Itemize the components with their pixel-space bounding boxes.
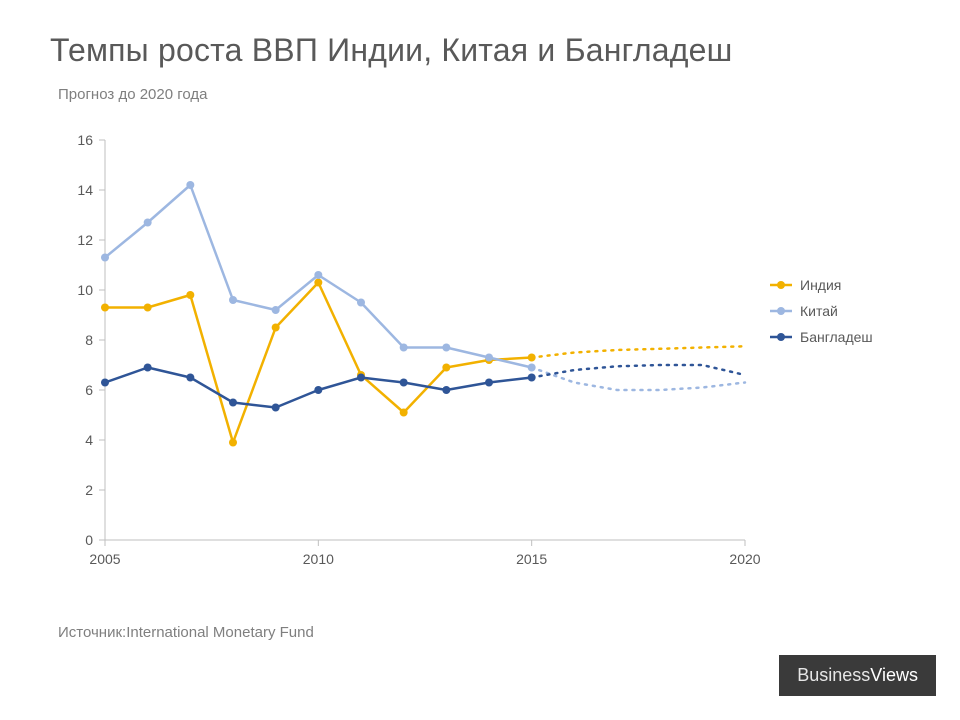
brand-logo-part2: Views — [870, 665, 918, 686]
y-tick-label: 8 — [85, 332, 93, 348]
series-marker-bangladesh — [144, 364, 152, 372]
series-forecast-india — [532, 346, 745, 357]
legend-marker-bangladesh — [777, 333, 785, 341]
series-marker-china — [186, 181, 194, 189]
series-marker-bangladesh — [272, 404, 280, 412]
chart-title: Темпы роста ВВП Индии, Китая и Бангладеш — [50, 32, 732, 69]
series-line-india — [105, 283, 532, 443]
y-tick-label: 16 — [77, 132, 93, 148]
series-marker-bangladesh — [314, 386, 322, 394]
series-marker-bangladesh — [485, 379, 493, 387]
series-marker-india — [442, 364, 450, 372]
y-tick-label: 14 — [77, 182, 93, 198]
series-marker-india — [229, 439, 237, 447]
series-marker-china — [101, 254, 109, 262]
series-marker-china — [485, 354, 493, 362]
series-marker-china — [144, 219, 152, 227]
series-marker-india — [272, 324, 280, 332]
legend-label-india: Индия — [800, 277, 841, 293]
series-marker-bangladesh — [357, 374, 365, 382]
series-marker-india — [101, 304, 109, 312]
x-tick-label: 2005 — [89, 551, 120, 567]
x-tick-label: 2020 — [729, 551, 760, 567]
y-tick-label: 6 — [85, 382, 93, 398]
series-marker-china — [314, 271, 322, 279]
y-tick-label: 12 — [77, 232, 93, 248]
series-marker-bangladesh — [442, 386, 450, 394]
series-marker-bangladesh — [400, 379, 408, 387]
series-marker-bangladesh — [186, 374, 194, 382]
line-chart: 0 2 4 6 8 10 12 14 16 2005 2010 2015 2020 Индия Китай Б… — [50, 130, 920, 600]
series-marker-bangladesh — [101, 379, 109, 387]
chart-subtitle: Прогноз до 2020 года — [58, 86, 208, 103]
series-marker-india — [400, 409, 408, 417]
series-marker-india — [144, 304, 152, 312]
series-marker-china — [442, 344, 450, 352]
legend-marker-india — [777, 281, 785, 289]
source-label: Источник:International Monetary Fund — [58, 624, 314, 641]
series-forecast-bangladesh — [532, 365, 745, 378]
series-marker-china — [400, 344, 408, 352]
series-marker-bangladesh — [229, 399, 237, 407]
brand-logo-part1: Business — [797, 665, 870, 686]
x-tick-label: 2015 — [516, 551, 547, 567]
legend-label-bangladesh: Бангладеш — [800, 329, 873, 345]
series-marker-china — [272, 306, 280, 314]
series-marker-china — [357, 299, 365, 307]
chart-area: 0 2 4 6 8 10 12 14 16 2005 2010 2015 2020 Индия Китай Б… — [50, 130, 920, 600]
y-tick-label: 0 — [85, 532, 93, 548]
brand-logo: Business Views — [779, 655, 936, 696]
series-marker-china — [229, 296, 237, 304]
series-marker-india — [186, 291, 194, 299]
legend-label-china: Китай — [800, 303, 838, 319]
y-tick-label: 2 — [85, 482, 93, 498]
x-tick-label: 2010 — [303, 551, 334, 567]
y-tick-label: 10 — [77, 282, 93, 298]
legend-marker-china — [777, 307, 785, 315]
y-tick-label: 4 — [85, 432, 93, 448]
series-marker-india — [314, 279, 322, 287]
